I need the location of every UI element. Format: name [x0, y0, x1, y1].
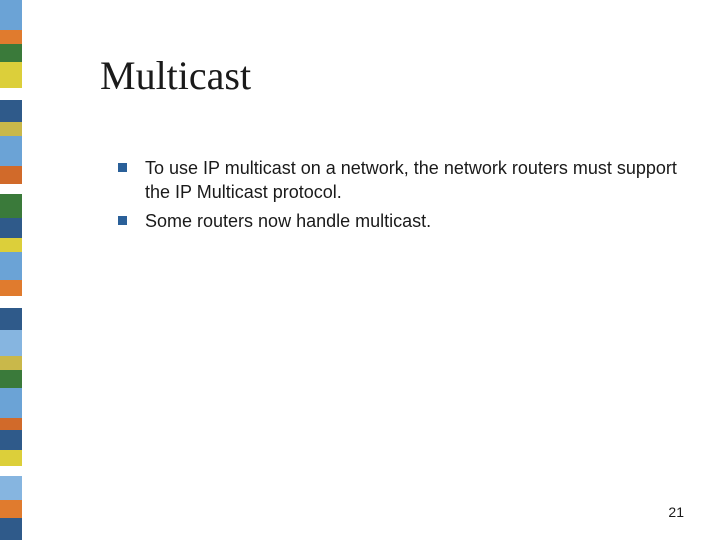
bullet-text: Some routers now handle multicast.: [145, 209, 431, 233]
sidebar-stripe: [0, 430, 22, 450]
sidebar-stripe: [0, 500, 22, 518]
sidebar-stripe: [0, 62, 22, 88]
sidebar-stripe: [0, 296, 22, 308]
bullet-item: Some routers now handle multicast.: [118, 209, 678, 233]
bullet-list: To use IP multicast on a network, the ne…: [118, 156, 678, 237]
sidebar-stripe: [0, 100, 22, 122]
sidebar-stripe: [0, 450, 22, 466]
bullet-marker: [118, 216, 127, 225]
slide-title: Multicast: [100, 52, 251, 99]
sidebar-stripe: [0, 88, 22, 100]
decorative-sidebar: [0, 0, 22, 540]
sidebar-stripe: [0, 0, 22, 30]
sidebar-stripe: [0, 466, 22, 476]
sidebar-stripe: [0, 194, 22, 218]
sidebar-stripe: [0, 44, 22, 62]
sidebar-stripe: [0, 476, 22, 500]
sidebar-stripe: [0, 166, 22, 184]
sidebar-stripe: [0, 370, 22, 388]
bullet-marker: [118, 163, 127, 172]
sidebar-stripe: [0, 30, 22, 44]
sidebar-stripe: [0, 330, 22, 356]
sidebar-stripe: [0, 252, 22, 280]
sidebar-stripe: [0, 356, 22, 370]
sidebar-stripe: [0, 418, 22, 430]
sidebar-stripe: [0, 518, 22, 540]
page-number: 21: [668, 504, 684, 520]
bullet-item: To use IP multicast on a network, the ne…: [118, 156, 678, 205]
sidebar-stripe: [0, 238, 22, 252]
sidebar-stripe: [0, 308, 22, 330]
sidebar-stripe: [0, 280, 22, 296]
sidebar-stripe: [0, 388, 22, 418]
sidebar-stripe: [0, 184, 22, 194]
sidebar-stripe: [0, 218, 22, 238]
sidebar-stripe: [0, 122, 22, 136]
bullet-text: To use IP multicast on a network, the ne…: [145, 156, 678, 205]
sidebar-stripe: [0, 136, 22, 166]
